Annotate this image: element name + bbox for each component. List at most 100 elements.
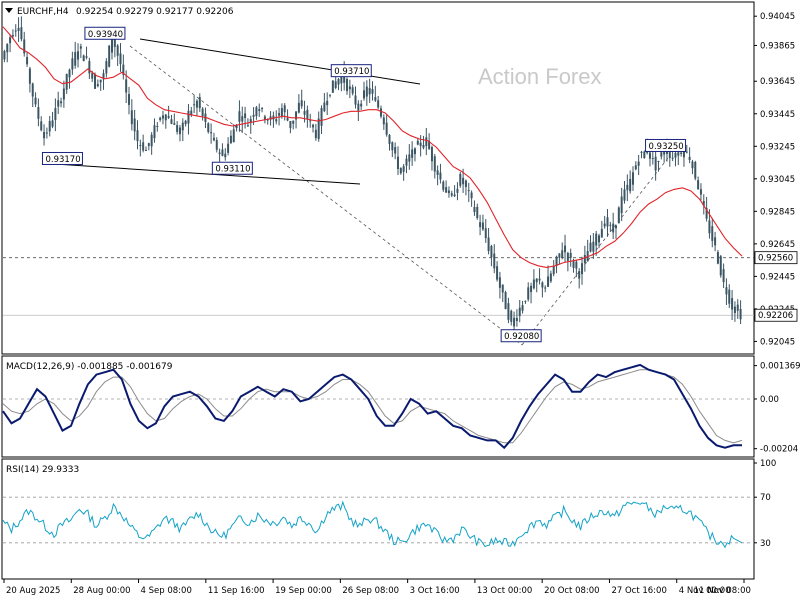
candle-body: [368, 87, 371, 95]
time-axis-label: 4 Nov 00:00: [679, 586, 731, 596]
candle-body: [408, 154, 411, 162]
candle-body: [711, 226, 714, 241]
time-axis-label: 4 Sep 08:00: [141, 586, 192, 596]
candle-body: [668, 149, 671, 158]
candle-body: [728, 289, 731, 304]
candle-body: [11, 34, 14, 37]
candle-body: [48, 121, 51, 132]
candle-body: [331, 80, 334, 93]
candle-body: [346, 78, 349, 92]
candle-body: [337, 79, 340, 85]
candle-body: [201, 108, 204, 117]
candle-body: [592, 241, 595, 252]
candle-body: [453, 194, 456, 197]
candle-body: [544, 287, 547, 289]
macd-signal-line: [2, 369, 743, 444]
candle-body: [606, 217, 609, 227]
candle-body: [473, 207, 476, 213]
candle-body: [564, 245, 567, 253]
candle-body: [541, 282, 544, 288]
candle-body: [142, 142, 145, 151]
candle-body: [43, 132, 46, 139]
candle-body: [266, 119, 269, 121]
candle-body: [702, 200, 705, 206]
macd-main-line: [2, 363, 742, 450]
triangle-down-icon[interactable]: [5, 8, 13, 13]
candle-body: [193, 104, 196, 106]
candle-body: [150, 134, 153, 147]
candle-body: [459, 173, 462, 186]
candle-body: [447, 190, 450, 194]
candle-body: [660, 152, 663, 157]
candle-body: [714, 237, 717, 246]
candle-body: [269, 116, 272, 120]
candle-body: [354, 95, 357, 105]
candle-body: [340, 74, 343, 84]
candle-body: [716, 252, 719, 264]
candle-body: [708, 220, 711, 234]
rsi-axis-label: 30: [760, 539, 771, 549]
candle-body: [334, 81, 337, 88]
time-axis-label: 28 Aug 00:00: [73, 586, 130, 596]
candle-body: [184, 120, 187, 125]
candle-body: [105, 61, 108, 74]
candle-body: [705, 207, 708, 219]
rsi-label: RSI(14) 29.9333: [6, 465, 79, 475]
candle-body: [144, 150, 147, 152]
candle-body: [122, 64, 125, 75]
level-annotation-text: 0.93170: [45, 155, 80, 165]
dashed-trendline-up: [521, 157, 669, 346]
candle-body: [108, 45, 111, 67]
macd-axis-label: 0.001369: [760, 362, 800, 372]
candle-body: [99, 79, 102, 83]
candle-body: [595, 233, 598, 246]
candle-body: [9, 37, 12, 44]
candle-body: [396, 156, 399, 169]
candle-body: [26, 57, 29, 65]
time-axis-label: 26 Sep 08:00: [342, 586, 399, 596]
candle-body: [28, 68, 31, 84]
candle-body: [77, 51, 80, 60]
candle-body: [634, 165, 637, 170]
candle-body: [535, 278, 538, 283]
time-axis-label: 3 Oct 16:00: [410, 586, 460, 596]
candle-body: [306, 109, 309, 119]
candle-body: [476, 206, 479, 218]
candle-body: [719, 256, 722, 276]
candle-body: [518, 307, 521, 317]
candle-body: [227, 143, 230, 153]
candle-body: [255, 107, 258, 117]
candle-body: [626, 184, 629, 191]
candle-body: [74, 52, 77, 66]
candle-body: [479, 222, 482, 228]
time-axis-label: 27 Oct 16:00: [611, 586, 666, 596]
candle-body: [507, 303, 510, 320]
dashed-trendline-down: [129, 45, 523, 346]
candle-body: [677, 152, 680, 156]
candle-body: [547, 276, 550, 287]
level-annotation-box: [211, 161, 253, 175]
candle-body: [674, 152, 677, 158]
candle-body: [68, 69, 71, 78]
candle-body: [303, 111, 306, 115]
candle-body: [212, 137, 215, 141]
candle-body: [34, 97, 37, 105]
candle-body: [164, 114, 167, 121]
candle-body: [388, 135, 391, 144]
candle-body: [496, 266, 499, 280]
candle-body: [57, 100, 60, 107]
candle-body: [648, 152, 651, 159]
candle-body: [31, 83, 34, 97]
candle-body: [116, 45, 119, 56]
candle-body: [722, 269, 725, 283]
candle-body: [37, 107, 40, 119]
time-axis-label: 11 Nov 08:00: [694, 586, 751, 596]
macd-axis-label: 0.00: [760, 395, 779, 405]
candle-body: [436, 170, 439, 175]
candle-body: [170, 119, 173, 124]
candle-body: [357, 103, 360, 111]
candle-body: [297, 102, 300, 113]
candle-body: [292, 120, 295, 124]
